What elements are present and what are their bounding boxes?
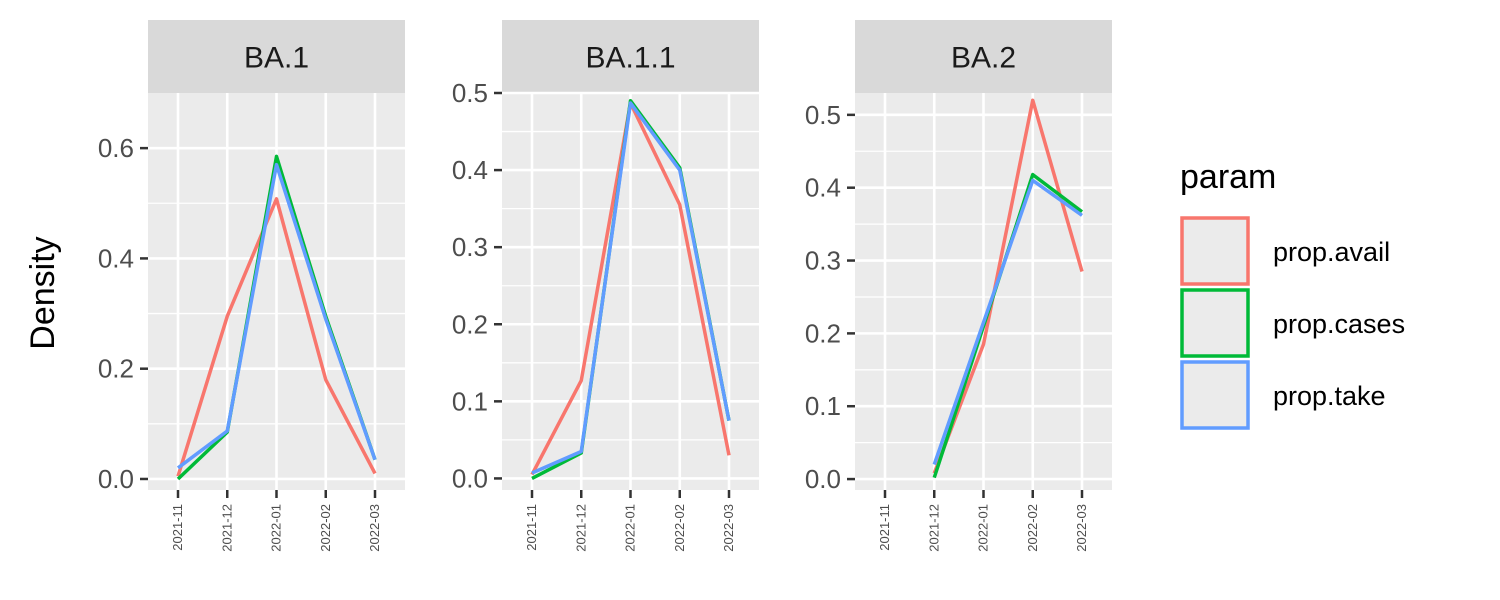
legend-label: prop.avail xyxy=(1273,237,1390,267)
x-tick-label: 2021-12 xyxy=(926,504,941,552)
series-line-prop-take xyxy=(176,162,377,470)
series-line-prop-avail xyxy=(176,197,377,477)
x-tick-label: 2022-02 xyxy=(318,504,333,552)
facet-strip xyxy=(148,20,405,93)
y-tick-label: 0.0 xyxy=(452,463,488,493)
y-tick-label: 0.5 xyxy=(805,100,841,130)
x-tick-label: 2022-03 xyxy=(1074,504,1089,552)
legend-label: prop.cases xyxy=(1273,309,1405,339)
x-tick-label: 2022-03 xyxy=(367,504,382,552)
y-tick-label: 0.4 xyxy=(452,155,488,185)
series-line-prop-take xyxy=(531,101,731,475)
series-line-prop-avail xyxy=(932,98,1084,474)
x-tick-label: 2022-02 xyxy=(1025,504,1040,552)
y-tick-label: 0.2 xyxy=(805,318,841,348)
x-tick-label: 2021-11 xyxy=(877,504,892,551)
legend-title: param xyxy=(1180,158,1276,196)
legend: param prop.avail prop.cases prop.take xyxy=(1180,158,1405,430)
facet-title: BA.2 xyxy=(951,42,1016,75)
x-tick-label: 2022-01 xyxy=(623,504,638,552)
legend-label: prop.take xyxy=(1273,381,1386,411)
series-line-prop-take xyxy=(932,178,1084,466)
y-axis-title: Density xyxy=(24,236,62,349)
legend-key-prop-cases xyxy=(1180,288,1250,358)
facet-strip xyxy=(502,20,759,93)
x-tick-label: 2021-12 xyxy=(573,504,588,552)
y-tick-label: 0.4 xyxy=(98,243,134,273)
facet-panel-3: BA.2 0.0 0.1 0.2 0.3 0.4 0.5 2021-11 2021-12 2022… xyxy=(805,20,1112,552)
y-tick-label: 0.0 xyxy=(805,464,841,494)
x-tick-label: 2021-11 xyxy=(170,504,185,551)
facet-strip xyxy=(855,20,1112,93)
y-tick-label: 0.4 xyxy=(805,173,841,203)
x-tick-label: 2021-12 xyxy=(219,504,234,552)
y-tick-label: 0.2 xyxy=(98,354,134,384)
legend-key-prop-avail xyxy=(1180,216,1250,286)
y-tick-label: 0.3 xyxy=(452,232,488,262)
y-tick-label: 0.5 xyxy=(452,78,488,108)
facet-panel-2: BA.1.1 0.0 0.1 0.2 0.3 0.4 0.5 2021-11 2021-12 20… xyxy=(452,20,759,552)
x-tick-label: 2022-02 xyxy=(672,504,687,552)
y-tick-label: 0.1 xyxy=(452,386,488,416)
legend-key-prop-take xyxy=(1180,360,1250,430)
facet-title: BA.1.1 xyxy=(585,42,675,75)
x-tick-label: 2022-01 xyxy=(269,504,284,552)
facet-title: BA.1 xyxy=(244,42,309,75)
y-tick-label: 0.0 xyxy=(98,464,134,494)
y-tick-label: 0.1 xyxy=(805,391,841,421)
y-tick-label: 0.3 xyxy=(805,246,841,276)
y-tick-label: 0.2 xyxy=(452,309,488,339)
x-tick-label: 2021-11 xyxy=(524,504,539,551)
x-tick-label: 2022-01 xyxy=(976,504,991,552)
y-tick-label: 0.6 xyxy=(98,133,134,163)
facet-panel-1: BA.1 0.0 0.2 0.4 0.6 2021-11 2021-12 2022-01 202… xyxy=(98,20,405,552)
x-tick-label: 2022-03 xyxy=(721,504,736,552)
